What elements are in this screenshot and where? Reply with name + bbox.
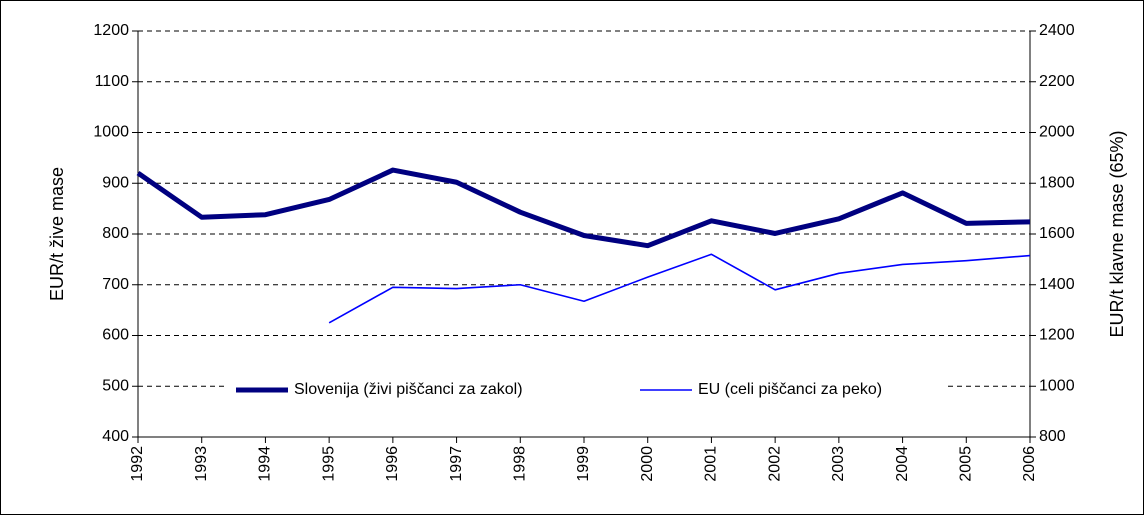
x-tick-label: 2002	[766, 446, 783, 482]
x-tick-label: 1999	[575, 446, 592, 482]
y2-tick-label: 800	[1039, 428, 1066, 445]
y2-tick-label: 1200	[1039, 327, 1075, 344]
x-tick-label: 2005	[958, 446, 975, 482]
x-tick-label: 2000	[639, 446, 656, 482]
y-tick-label: 600	[102, 327, 129, 344]
y2-tick-label: 2400	[1039, 22, 1075, 39]
legend	[228, 374, 948, 406]
y-tick-label: 800	[102, 225, 129, 242]
x-tick-label: 2003	[830, 446, 847, 482]
x-tick-label: 1997	[448, 446, 465, 482]
x-tick-label: 1994	[257, 446, 274, 482]
y2-tick-label: 2200	[1039, 73, 1075, 90]
y-tick-label: 1100	[95, 73, 130, 90]
series-line	[136, 167, 1031, 249]
y2-axis-title: EUR/t klavne mase (65%)	[1107, 130, 1127, 337]
y-tick-label: 500	[102, 377, 129, 394]
y-tick-label: 1000	[93, 124, 129, 141]
x-tick-label: 2006	[1021, 446, 1038, 482]
y-tick-label: 1200	[93, 22, 129, 39]
y2-tick-label: 1400	[1039, 276, 1075, 293]
y2-tick-label: 2000	[1039, 124, 1075, 141]
x-tick-label: 2001	[703, 446, 720, 482]
series-line	[328, 253, 1031, 324]
y-tick-label: 400	[102, 428, 129, 445]
y-axis-title: EUR/t žive mase	[47, 167, 67, 301]
x-tick-label: 1996	[384, 446, 401, 482]
x-tick-label: 2004	[894, 446, 911, 482]
legend-label: Slovenija (živi piščanci za zakol)	[294, 381, 523, 398]
x-tick-label: 1993	[193, 446, 210, 482]
y2-tick-label: 1600	[1039, 225, 1075, 242]
y-tick-label: 900	[102, 174, 129, 191]
x-tick-label: 1992	[129, 446, 146, 482]
y2-tick-label: 1800	[1039, 174, 1075, 191]
y2-tick-label: 1000	[1039, 377, 1075, 394]
y-tick-label: 700	[102, 276, 129, 293]
x-tick-label: 1998	[512, 446, 529, 482]
legend-label: EU (celi piščanci za peko)	[698, 381, 882, 398]
x-tick-label: 1995	[320, 446, 337, 482]
